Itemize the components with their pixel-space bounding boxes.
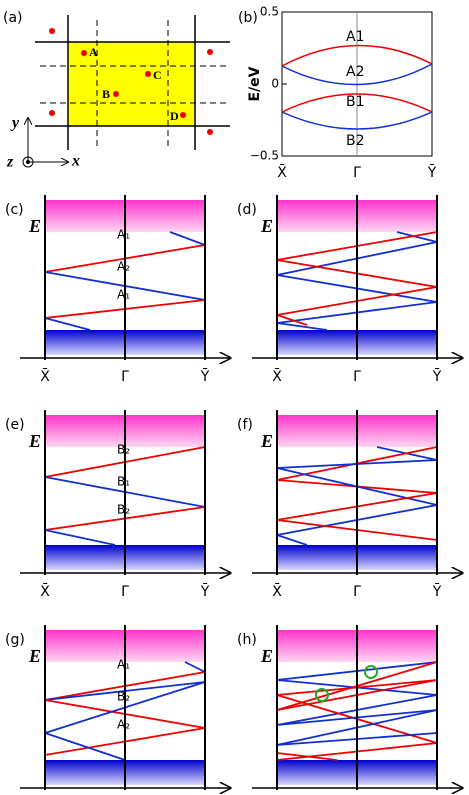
crossing-mark [315,688,329,702]
x-tick-label: Γ̄ [353,165,361,181]
x-tick-label: Γ̄ [353,369,361,385]
axis-label: z [6,154,14,171]
band-label: B₁ [117,475,130,489]
axis-label: y [10,115,20,132]
energy-label: E [28,216,41,236]
y-axis-label: E/eV [247,66,263,101]
band-label: B2 [346,133,365,149]
site-label: B [102,87,110,101]
edge-state [44,317,91,331]
energy-label: E [28,646,41,666]
site-label: C [153,68,162,82]
x-tick-label: Γ̄ [353,584,361,600]
band-label: A₂ [117,718,130,732]
edge-state [276,534,308,546]
panel-label: (f) [237,417,253,433]
edge-state [44,732,126,761]
panel-label: (c) [5,202,24,218]
energy-label: E [260,216,273,236]
band-label: A₁ [117,228,130,242]
edge-state [276,752,338,761]
band-label: B₂ [117,503,130,517]
panel-label: (d) [237,202,257,218]
band-label: B1 [346,94,365,110]
x-tick-label: X̄ [277,163,287,181]
y-tick-label: 0.5 [260,5,279,19]
energy-label: E [260,431,273,451]
x-tick-label: X̄ [40,582,50,600]
x-tick-label: Ȳ [427,164,437,181]
y-tick-label: 0 [271,77,279,91]
axis-label: x [71,153,80,170]
panel-label: (g) [5,632,25,648]
x-tick-label: Ȳ [432,583,442,600]
x-tick-label: Γ̄ [121,584,129,600]
x-tick-label: X̄ [272,582,282,600]
band-label: B₂ [117,690,130,704]
energy-label: E [260,646,273,666]
crossing-mark [364,665,378,679]
y-tick-label: −0.5 [250,149,279,163]
edge-state [169,231,206,246]
band-label: A2 [346,64,364,80]
x-tick-label: Ȳ [200,368,210,385]
band-label: A₂ [117,260,130,274]
edge-state [396,231,438,243]
lattice [22,15,230,168]
edge-state [184,661,206,673]
band-label: A₁ [117,658,130,672]
edge-state [44,529,116,546]
site-label: A [89,45,98,59]
x-tick-label: Ȳ [432,368,442,385]
edge-state [276,314,308,326]
panel-label: (a) [3,10,23,26]
x-tick-label: X̄ [272,367,282,385]
band-label: A₁ [117,288,130,302]
panel-label: (b) [238,10,258,26]
energy-label: E [28,431,41,451]
x-tick-label: Γ̄ [121,369,129,385]
x-tick-label: X̄ [40,367,50,385]
panel-label: (e) [5,417,25,433]
band-label: B₂ [117,443,130,457]
band-label: A1 [346,29,364,45]
edge-state [276,322,328,331]
x-tick-label: Ȳ [200,583,210,600]
panel-label: (h) [237,632,257,648]
site-label: D [170,109,179,123]
